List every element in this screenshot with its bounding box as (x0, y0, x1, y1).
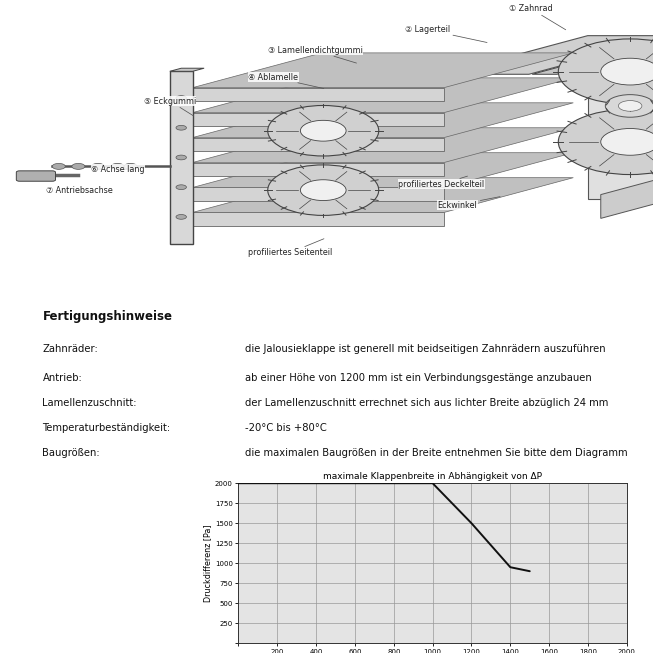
Text: Temperaturbeständigkeit:: Temperaturbeständigkeit: (42, 423, 170, 433)
Text: profiliertes Seitenteil: profiliertes Seitenteil (248, 239, 332, 257)
Circle shape (601, 58, 653, 85)
Polygon shape (170, 68, 204, 71)
Polygon shape (193, 88, 444, 101)
Text: Zahnräder:: Zahnräder: (42, 343, 98, 354)
Text: ③ Lamellendichtgummi: ③ Lamellendichtgummi (268, 46, 362, 63)
Polygon shape (193, 103, 573, 138)
Text: ⑥ Achse lang: ⑥ Achse lang (91, 165, 145, 174)
Polygon shape (193, 128, 573, 163)
Circle shape (176, 185, 187, 189)
Circle shape (91, 163, 104, 169)
Text: die Jalousieklappe ist generell mit beidseitigen Zahnrädern auszuführen: die Jalousieklappe ist generell mit beid… (245, 343, 605, 354)
Circle shape (176, 215, 187, 219)
Title: maximale Klappenbreite in Abhängigkeit von ΔP: maximale Klappenbreite in Abhängigkeit v… (323, 472, 542, 481)
Text: der Lamellenzuschnitt errechnet sich aus lichter Breite abzüglich 24 mm: der Lamellenzuschnitt errechnet sich aus… (245, 398, 608, 407)
Text: -20°C bis +80°C: -20°C bis +80°C (245, 423, 326, 433)
Text: ⑤ Eckgummi: ⑤ Eckgummi (144, 97, 196, 116)
Text: Lamellenzuschnitt:: Lamellenzuschnitt: (42, 398, 137, 407)
Circle shape (52, 163, 65, 169)
Circle shape (300, 180, 346, 200)
Text: Eckwinkel: Eckwinkel (438, 197, 500, 210)
Text: ① Zahnrad: ① Zahnrad (509, 5, 565, 30)
Circle shape (268, 165, 379, 215)
Circle shape (268, 106, 379, 156)
Text: ⑦ Antriebsachse: ⑦ Antriebsachse (46, 185, 112, 195)
Y-axis label: Druckdifferenz [Pa]: Druckdifferenz [Pa] (203, 524, 212, 602)
Circle shape (124, 163, 137, 169)
Polygon shape (193, 153, 573, 187)
Polygon shape (193, 187, 444, 201)
Polygon shape (193, 53, 573, 88)
Text: ② Lagerteil: ② Lagerteil (405, 25, 487, 42)
Polygon shape (193, 163, 444, 176)
Polygon shape (193, 212, 444, 226)
Polygon shape (193, 112, 444, 126)
Circle shape (72, 163, 85, 169)
Circle shape (176, 125, 187, 130)
Polygon shape (601, 175, 653, 218)
Polygon shape (193, 138, 444, 151)
Circle shape (558, 39, 653, 104)
Text: Antrieb:: Antrieb: (42, 372, 82, 383)
Circle shape (558, 109, 653, 174)
Text: die maximalen Baugrößen in der Breite entnehmen Sie bitte dem Diagramm: die maximalen Baugrößen in der Breite en… (245, 448, 628, 458)
Text: Baugrößen:: Baugrößen: (42, 448, 100, 458)
Text: ④ Ablamelle: ④ Ablamelle (248, 72, 324, 89)
Circle shape (300, 120, 346, 141)
FancyBboxPatch shape (16, 171, 56, 182)
Polygon shape (532, 36, 653, 74)
Circle shape (111, 163, 124, 169)
Text: profiliertes Deckelteil: profiliertes Deckelteil (398, 176, 485, 189)
Circle shape (176, 155, 187, 160)
Circle shape (618, 101, 642, 111)
Circle shape (601, 129, 653, 155)
Circle shape (176, 96, 187, 101)
Polygon shape (444, 36, 653, 74)
Polygon shape (193, 178, 573, 212)
Circle shape (605, 95, 653, 117)
Bar (170, 71, 193, 244)
Text: Fertigungshinweise: Fertigungshinweise (42, 310, 172, 323)
Polygon shape (588, 36, 653, 199)
Text: ab einer Höhe von 1200 mm ist ein Verbindungsgestänge anzubauen: ab einer Höhe von 1200 mm ist ein Verbin… (245, 372, 592, 383)
Polygon shape (193, 78, 573, 112)
